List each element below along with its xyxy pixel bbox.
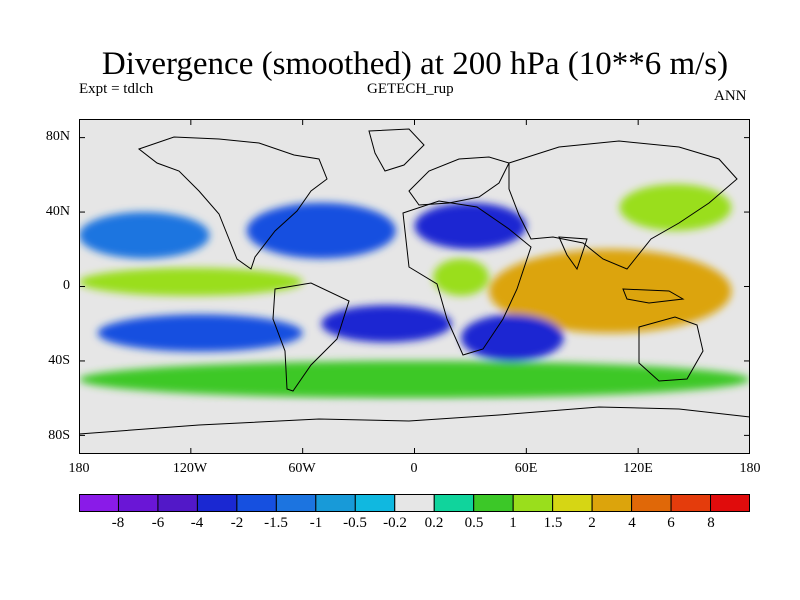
colorbar-label: 0.5 [464,515,484,531]
colorbar-label: -6 [151,515,165,531]
colorbar-swatch [433,494,475,512]
colorbar-label: 0.2 [424,515,444,531]
experiment-label: Expt = tdlch [79,81,154,97]
europe-coast [408,156,510,206]
lat-label-80s: 80S [48,428,70,443]
north-america-coast [137,136,328,270]
colorbar-label: 4 [628,515,636,531]
colorbar-swatch [354,494,396,512]
colorbar-label: -1.5 [264,515,288,531]
field-region-antarctic-near-zero [79,407,750,454]
colorbar-label: -4 [190,515,204,531]
asia-coast [508,140,738,270]
india-coast [558,236,588,271]
colorbar-label: -0.2 [383,515,407,531]
colorbar-swatch [552,494,593,512]
colorbar-label: -1 [309,515,323,531]
field-region-east-asia-jet-divergence [619,184,732,231]
lat-label-40s: 40S [48,353,70,368]
antarctica-coast [79,406,750,435]
divergence-map [79,119,750,454]
field-region-north-atlantic-convergence [246,202,396,259]
lat-label-40n: 40N [45,204,70,219]
dataset-label: GETECH_rup [367,81,454,97]
colorbar-label: 6 [667,515,675,531]
colorbar-swatch [394,494,435,512]
coastlines [79,128,750,435]
field-region-africa-equatorial-divergence [433,258,490,296]
colorbar-swatch [710,494,750,512]
colorbar-label: 2 [588,515,596,531]
colorbar-swatch [473,494,514,512]
colorbar-swatch [117,494,159,512]
map-title: Divergence (smoothed) at 200 hPa (10**6 … [101,46,729,82]
greenland-coast [368,128,425,172]
colorbar-label: 1 [509,515,517,531]
colorbar [79,494,750,512]
field-region-south-indian-convergence [461,314,564,361]
south-america-coast [272,282,350,392]
field-region-east-pacific-equatorial-divergence [79,267,303,296]
field-region-mediterranean-convergence [414,202,527,250]
lon-label-180w: 180 [68,461,90,476]
colorbar-label: 8 [707,515,715,531]
field-region-southern-ocean-divergence [79,360,750,399]
colorbar-label: -8 [111,515,125,531]
indonesia-coast [622,288,685,304]
colorbar-swatch [157,494,198,512]
lon-label-120e: 120E [623,461,653,476]
colorbar-label: 1.5 [543,515,563,531]
lat-label-0: 0 [63,278,70,293]
colorbar-swatch [79,494,119,512]
colorbar-swatch [591,494,633,512]
lon-label-60w: 60W [288,461,316,476]
colorbar-swatch [275,494,317,512]
field-region-south-pacific-convergence [97,314,303,352]
divergence-field [79,184,750,454]
colorbar-swatch [631,494,672,512]
colorbar-frame [79,494,750,512]
colorbar-swatch [236,494,277,512]
lon-label-180e: 180 [739,461,761,476]
field-region-north-pacific-convergence [79,212,210,259]
lon-label-120w: 120W [172,461,208,476]
lon-label-60e: 60E [514,461,538,476]
period-label: ANN [714,88,747,104]
colorbar-swatch [196,494,238,512]
colorbar-label: -0.5 [343,515,367,531]
australia-coast [638,316,704,382]
field-region-south-atlantic-convergence [321,305,452,343]
lat-label-80n: 80N [45,129,70,144]
lon-label-0: 0 [410,461,418,476]
colorbar-swatch [512,494,554,512]
colorbar-swatch [315,494,356,512]
axis-ticks [79,119,750,454]
colorbar-swatch [670,494,712,512]
africa-coast [402,200,532,356]
colorbar-label: -2 [230,515,244,531]
field-region-indian-ocean-core [526,267,620,306]
